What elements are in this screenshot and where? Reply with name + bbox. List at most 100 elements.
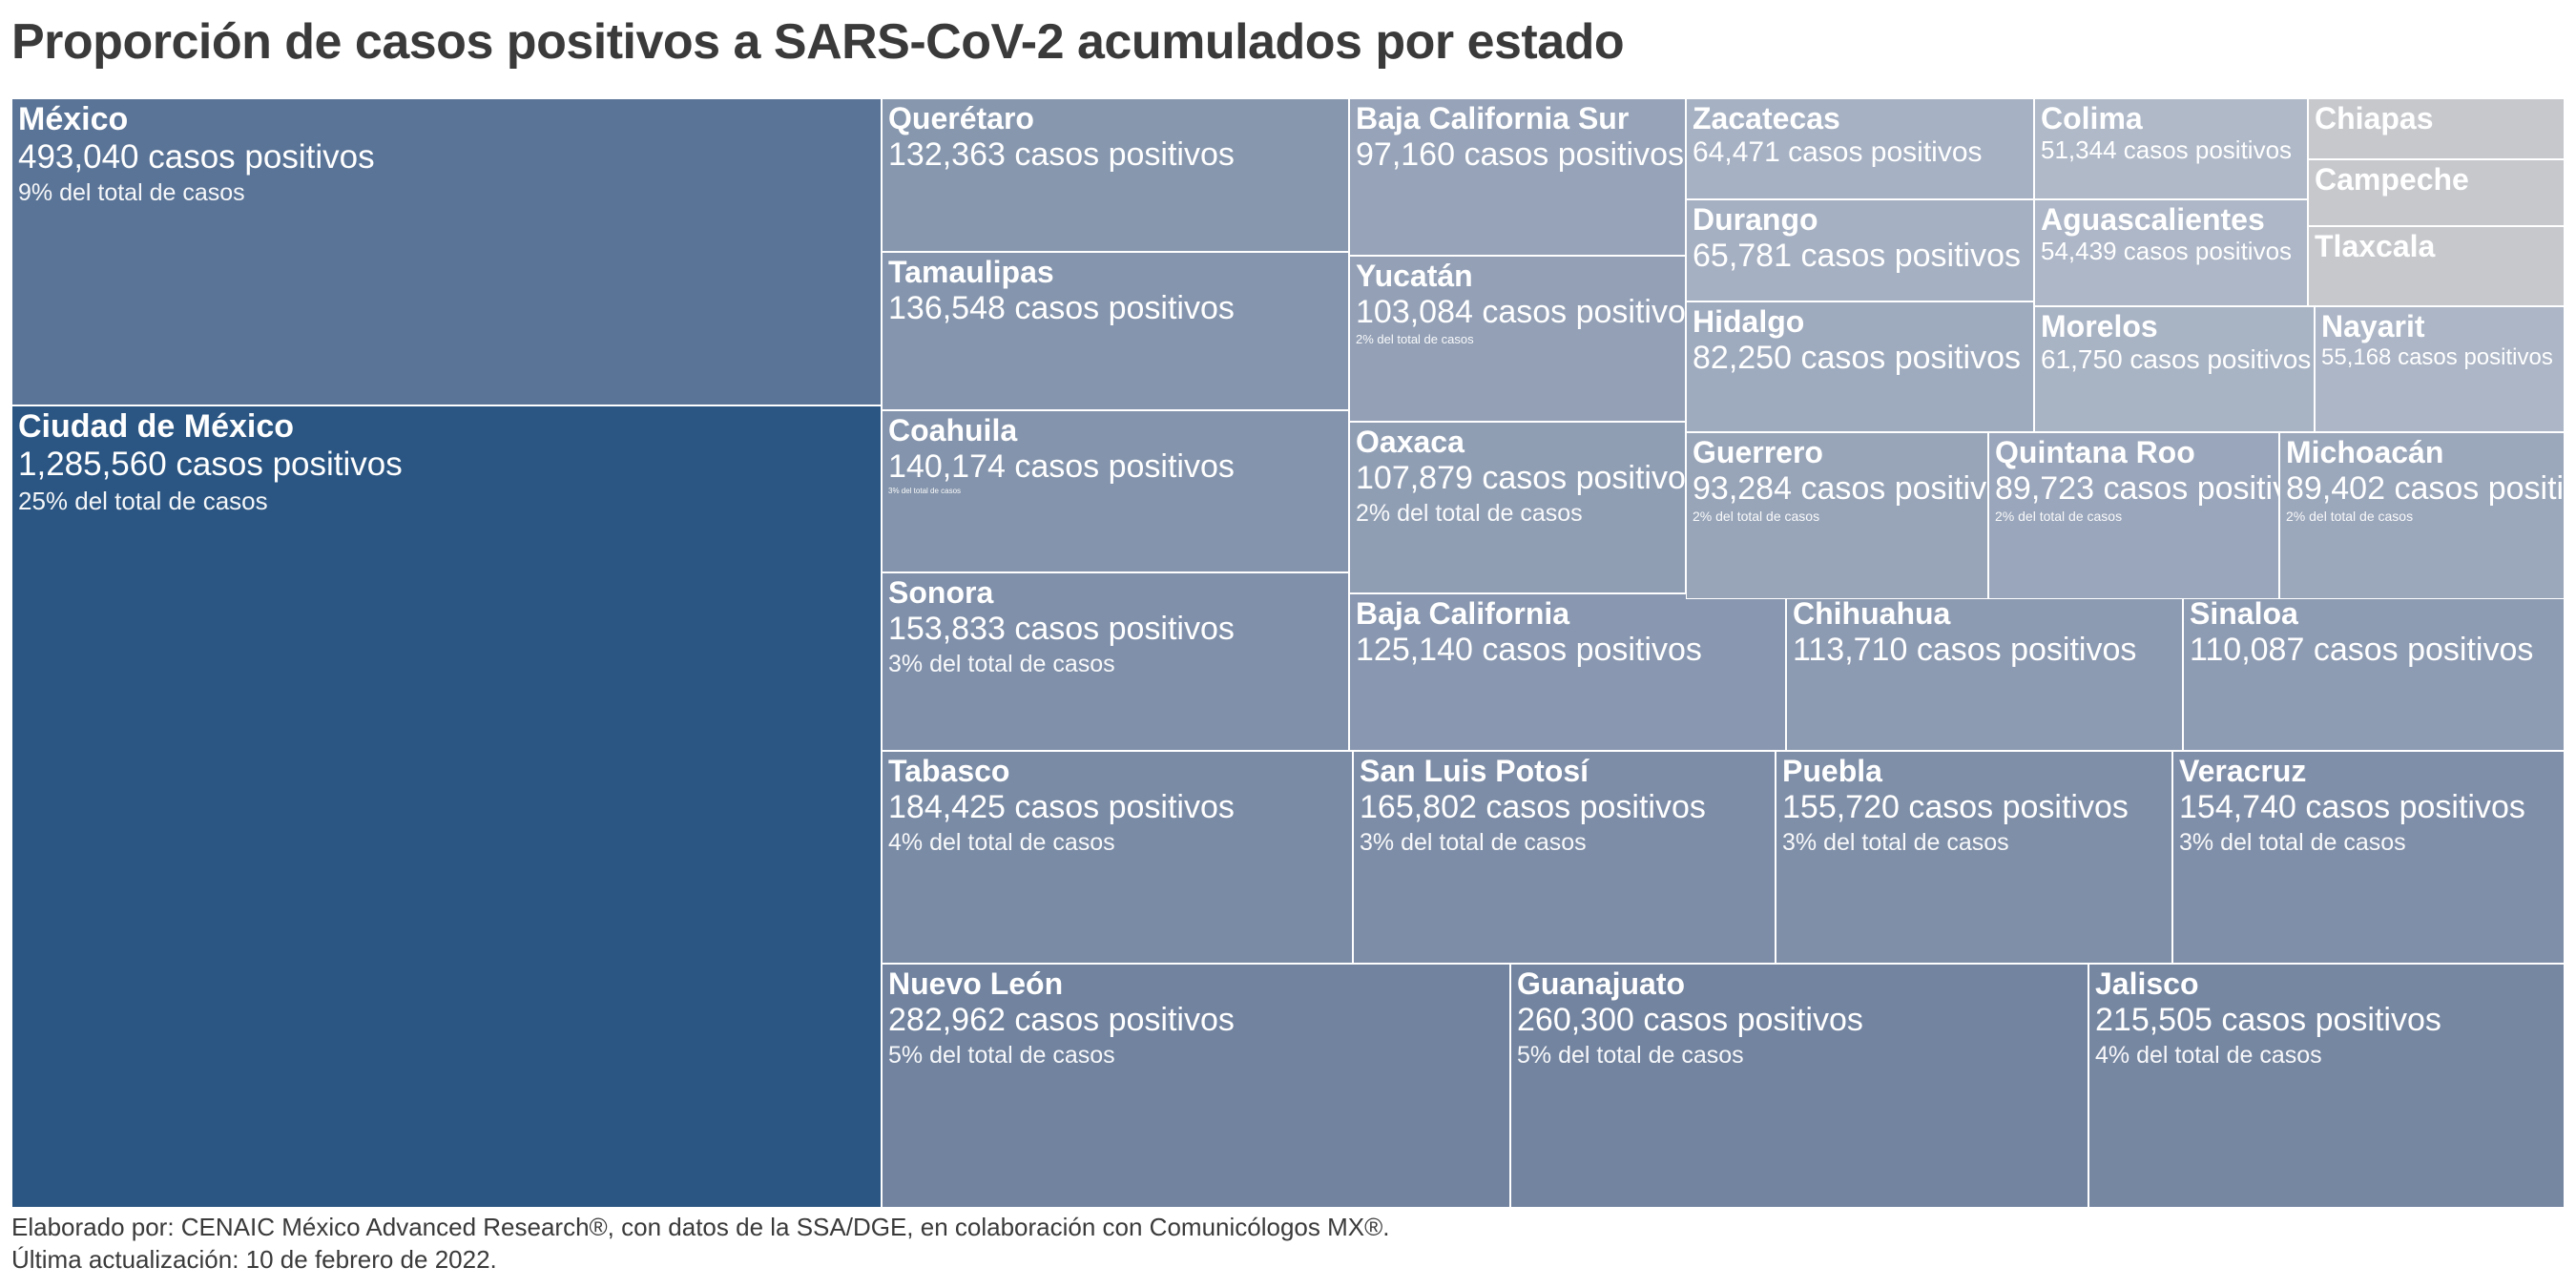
tile-name: Tamaulipas (888, 255, 1054, 289)
tile-name: Puebla (1782, 754, 1882, 788)
treemap-tile: Jalisco 215,505 casos positivos 4% del tot… (2088, 964, 2565, 1208)
tile-cases: 65,781 casos positivos (1693, 237, 2021, 274)
treemap-tile: Sonora 153,833 casos positivos 3% del tota… (882, 572, 1349, 751)
tile-name: Guanajuato (1517, 966, 1686, 1001)
tile-name: Sonora (888, 575, 994, 610)
tile-cases: 93,284 casos positivos (1693, 469, 1988, 507)
tile-cases: 154,740 casos positivos (2179, 788, 2525, 825)
tile-percent: 2% del total de casos (1693, 508, 1820, 524)
tile-name: Chihuahua (1793, 596, 1951, 631)
tile-cases: 155,720 casos positivos (1782, 788, 2129, 825)
tile-name: San Luis Potosí (1360, 754, 1589, 788)
tile-cases: 103,084 casos positivos (1356, 293, 1686, 330)
tile-cases: 110,087 casos positivos (2190, 631, 2534, 668)
tile-name: México (18, 101, 129, 137)
tile-name: Baja California (1356, 596, 1570, 631)
tile-percent: 5% del total de casos (888, 1041, 1115, 1069)
treemap-tile: Tabasco 184,425 casos positivos 4% del tot… (882, 751, 1353, 964)
treemap-tile: San Luis Potosí 165,802 casos positivos 3%… (1353, 751, 1776, 964)
tile-cases: 136,548 casos positivos (888, 289, 1235, 326)
tile-cases: 82,250 casos positivos (1693, 339, 2021, 376)
tile-cases: 493,040 casos positivos (18, 138, 375, 177)
tile-percent: 4% del total de casos (2095, 1041, 2322, 1069)
footer-credits: Elaborado por: CENAIC México Advanced Re… (11, 1213, 1390, 1241)
tile-percent: 2% del total de casos (2286, 508, 2414, 524)
tile-cases: 132,363 casos positivos (888, 135, 1235, 173)
treemap-tile: Morelos 61,750 casos positivos (2034, 306, 2315, 432)
chart-title: Proporción de casos positivos a SARS-CoV… (11, 14, 1625, 70)
treemap-tile: Nayarit 55,168 casos positivos (2315, 306, 2565, 432)
tile-percent: 5% del total de casos (1517, 1041, 1744, 1069)
treemap-tile: Coahuila 140,174 casos positivos 3% del to… (882, 410, 1349, 572)
tile-name: Durango (1693, 202, 1818, 237)
tile-percent: 3% del total de casos (1360, 828, 1587, 856)
footer-updated: Última actualización: 10 de febrero de 2… (11, 1244, 497, 1274)
tile-cases: 107,879 casos positivos (1356, 459, 1686, 496)
tile-percent: 2% del total de casos (1356, 499, 1583, 527)
treemap-tile: Tlaxcala (2308, 226, 2565, 306)
treemap-tile: Yucatán 103,084 casos positivos 2% del tot… (1349, 256, 1686, 422)
treemap-tile: Sinaloa 110,087 casos positivos (2183, 593, 2565, 751)
treemap-tile: Campeche (2308, 159, 2565, 226)
treemap-tile: Zacatecas 64,471 casos positivos (1686, 98, 2034, 199)
tile-name: Hidalgo (1693, 304, 1805, 339)
tile-name: Guerrero (1693, 435, 1823, 469)
treemap: Ciudad de México 1,285,560 casos positivo… (11, 98, 2565, 1208)
tile-name: Veracruz (2179, 754, 2307, 788)
treemap-tile: Oaxaca 107,879 casos positivos 2% del tota… (1349, 422, 1686, 593)
treemap-tile: Colima 51,344 casos positivos (2034, 98, 2308, 199)
tile-percent: 25% del total de casos (18, 487, 268, 516)
tile-cases: 61,750 casos positivos (2041, 343, 2312, 374)
tile-percent: 4% del total de casos (888, 828, 1115, 856)
tile-percent: 3% del total de casos (888, 650, 1115, 677)
tile-cases: 89,402 casos positivos (2286, 469, 2565, 507)
treemap-tile: Veracruz 154,740 casos positivos 3% del to… (2172, 751, 2565, 964)
treemap-tile: Tamaulipas 136,548 casos positivos (882, 252, 1349, 410)
tile-name: Nayarit (2321, 309, 2425, 343)
tile-name: Morelos (2041, 309, 2158, 343)
treemap-tile: Puebla 155,720 casos positivos 3% del tota… (1776, 751, 2172, 964)
treemap-tile: Ciudad de México 1,285,560 casos positivo… (11, 405, 882, 1208)
tile-name: Aguascalientes (2041, 202, 2265, 237)
tile-name: Tabasco (888, 754, 1010, 788)
tile-name: Zacatecas (1693, 101, 1840, 135)
tile-name: Tlaxcala (2315, 229, 2436, 263)
tile-name: Campeche (2315, 162, 2469, 197)
tile-name: Colima (2041, 101, 2143, 135)
treemap-tile: Nuevo León 282,962 casos positivos 5% del … (882, 964, 1510, 1208)
footer: Elaborado por: CENAIC México Advanced Re… (11, 1212, 1390, 1277)
tile-name: Sinaloa (2190, 596, 2298, 631)
treemap-tile: Guerrero 93,284 casos positivos 2% del tot… (1686, 432, 1988, 599)
tile-cases: 51,344 casos positivos (2041, 135, 2293, 164)
treemap-tile: Aguascalientes 54,439 casos positivos (2034, 199, 2308, 306)
tile-cases: 97,160 casos positivos (1356, 135, 1684, 173)
treemap-tile: Querétaro 132,363 casos positivos (882, 98, 1349, 252)
treemap-tile: Baja California 125,140 casos positivos (1349, 593, 1786, 751)
tile-cases: 282,962 casos positivos (888, 1001, 1235, 1038)
tile-cases: 165,802 casos positivos (1360, 788, 1706, 825)
tile-name: Coahuila (888, 413, 1018, 447)
tile-cases: 153,833 casos positivos (888, 610, 1235, 647)
tile-percent: 3% del total de casos (1782, 828, 2009, 856)
treemap-tile: Baja California Sur 97,160 casos positivo… (1349, 98, 1686, 256)
tile-name: Querétaro (888, 101, 1034, 135)
tile-name: Jalisco (2095, 966, 2199, 1001)
tile-cases: 64,471 casos positivos (1693, 135, 1983, 168)
tile-cases: 215,505 casos positivos (2095, 1001, 2441, 1038)
tile-percent: 3% del total de casos (2179, 828, 2406, 856)
treemap-tile: Chihuahua 113,710 casos positivos (1786, 593, 2183, 751)
tile-name: Chiapas (2315, 101, 2434, 135)
tile-cases: 260,300 casos positivos (1517, 1001, 1863, 1038)
tile-cases: 113,710 casos positivos (1793, 631, 2137, 668)
tile-percent: 2% del total de casos (1995, 508, 2123, 524)
tile-percent: 9% del total de casos (18, 179, 245, 207)
tile-name: Ciudad de México (18, 408, 295, 445)
tile-cases: 89,723 casos positivos (1995, 469, 2278, 507)
tile-cases: 54,439 casos positivos (2041, 236, 2293, 265)
tile-name: Baja California Sur (1356, 101, 1630, 135)
tile-cases: 125,140 casos positivos (1356, 631, 1702, 668)
tile-cases: 55,168 casos positivos (2321, 343, 2553, 370)
tile-name: Yucatán (1356, 259, 1473, 293)
